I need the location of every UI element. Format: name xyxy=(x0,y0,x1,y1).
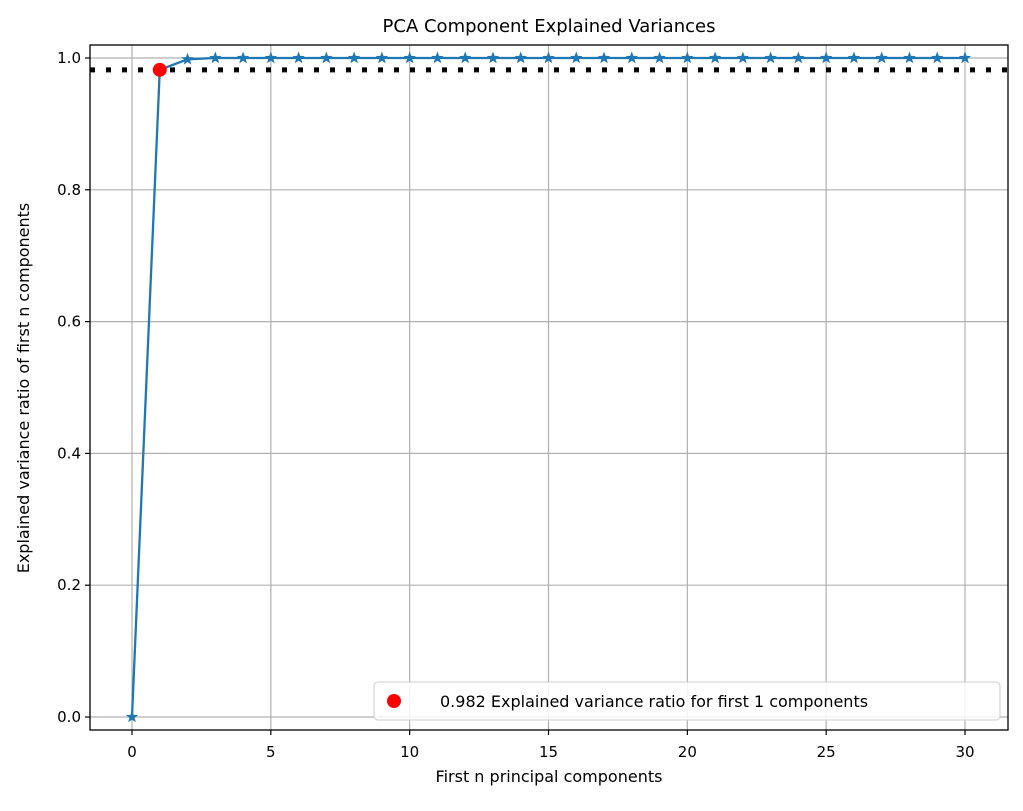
star-marker xyxy=(597,51,611,64)
legend-label: 0.982 Explained variance ratio for first… xyxy=(440,692,868,711)
y-axis-ticks: 0.0 0.2 0.4 0.6 0.8 1.0 xyxy=(57,49,90,726)
x-tick-label: 5 xyxy=(266,743,276,761)
star-marker xyxy=(764,51,777,64)
star-marker xyxy=(292,51,305,64)
star-marker xyxy=(375,51,389,64)
star-marker xyxy=(320,51,333,64)
legend: 0.982 Explained variance ratio for first… xyxy=(373,681,1001,721)
x-tick-label: 20 xyxy=(678,743,697,761)
star-marker xyxy=(819,51,833,64)
star-marker xyxy=(931,51,944,64)
legend-marker-icon xyxy=(387,694,401,708)
star-marker xyxy=(209,51,222,64)
y-tick-label: 0.0 xyxy=(57,708,81,726)
y-tick-label: 1.0 xyxy=(57,49,81,67)
chart-title: PCA Component Explained Variances xyxy=(383,16,716,37)
star-marker xyxy=(958,51,972,64)
y-tick-label: 0.6 xyxy=(57,313,81,331)
x-axis-ticks: 0 5 10 15 20 25 30 xyxy=(127,730,975,761)
y-axis-label: Explained variance ratio of first n comp… xyxy=(14,203,33,574)
star-marker xyxy=(570,51,583,64)
x-tick-label: 30 xyxy=(955,743,974,761)
x-tick-label: 25 xyxy=(817,743,836,761)
star-marker xyxy=(736,51,750,64)
star-marker xyxy=(903,51,916,64)
y-tick-label: 0.2 xyxy=(57,576,81,594)
x-axis-label: First n principal components xyxy=(436,767,663,786)
star-marker xyxy=(681,51,694,64)
star-marker xyxy=(486,51,500,64)
star-marker xyxy=(625,51,638,64)
star-marker xyxy=(347,51,361,64)
star-marker xyxy=(847,51,861,64)
star-marker xyxy=(459,51,472,64)
star-marker xyxy=(236,51,250,64)
star-marker xyxy=(653,51,666,64)
y-tick-label: 0.8 xyxy=(57,181,81,199)
star-marker xyxy=(181,52,194,65)
data-series xyxy=(125,51,972,723)
star-marker xyxy=(125,710,139,723)
star-marker xyxy=(514,51,527,64)
x-tick-label: 10 xyxy=(400,743,419,761)
star-marker xyxy=(403,51,416,64)
grid xyxy=(90,45,1008,730)
star-marker xyxy=(792,51,805,64)
highlight-point xyxy=(152,62,167,77)
star-marker xyxy=(542,51,555,64)
star-marker xyxy=(875,51,888,64)
y-tick-label: 0.4 xyxy=(57,444,81,462)
star-marker xyxy=(431,51,444,64)
star-marker xyxy=(708,51,722,64)
star-marker xyxy=(264,51,278,64)
x-tick-label: 0 xyxy=(127,743,137,761)
x-tick-label: 15 xyxy=(539,743,558,761)
